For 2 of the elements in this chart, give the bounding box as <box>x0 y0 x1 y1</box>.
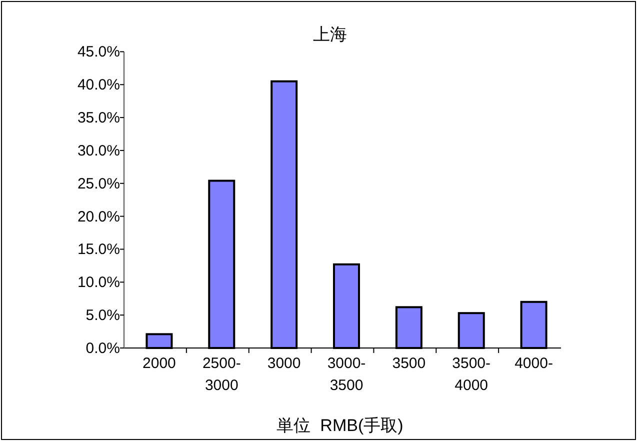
xlabel: 単位 RMB(手取) <box>276 416 404 435</box>
title: 上海 <box>313 25 347 44</box>
